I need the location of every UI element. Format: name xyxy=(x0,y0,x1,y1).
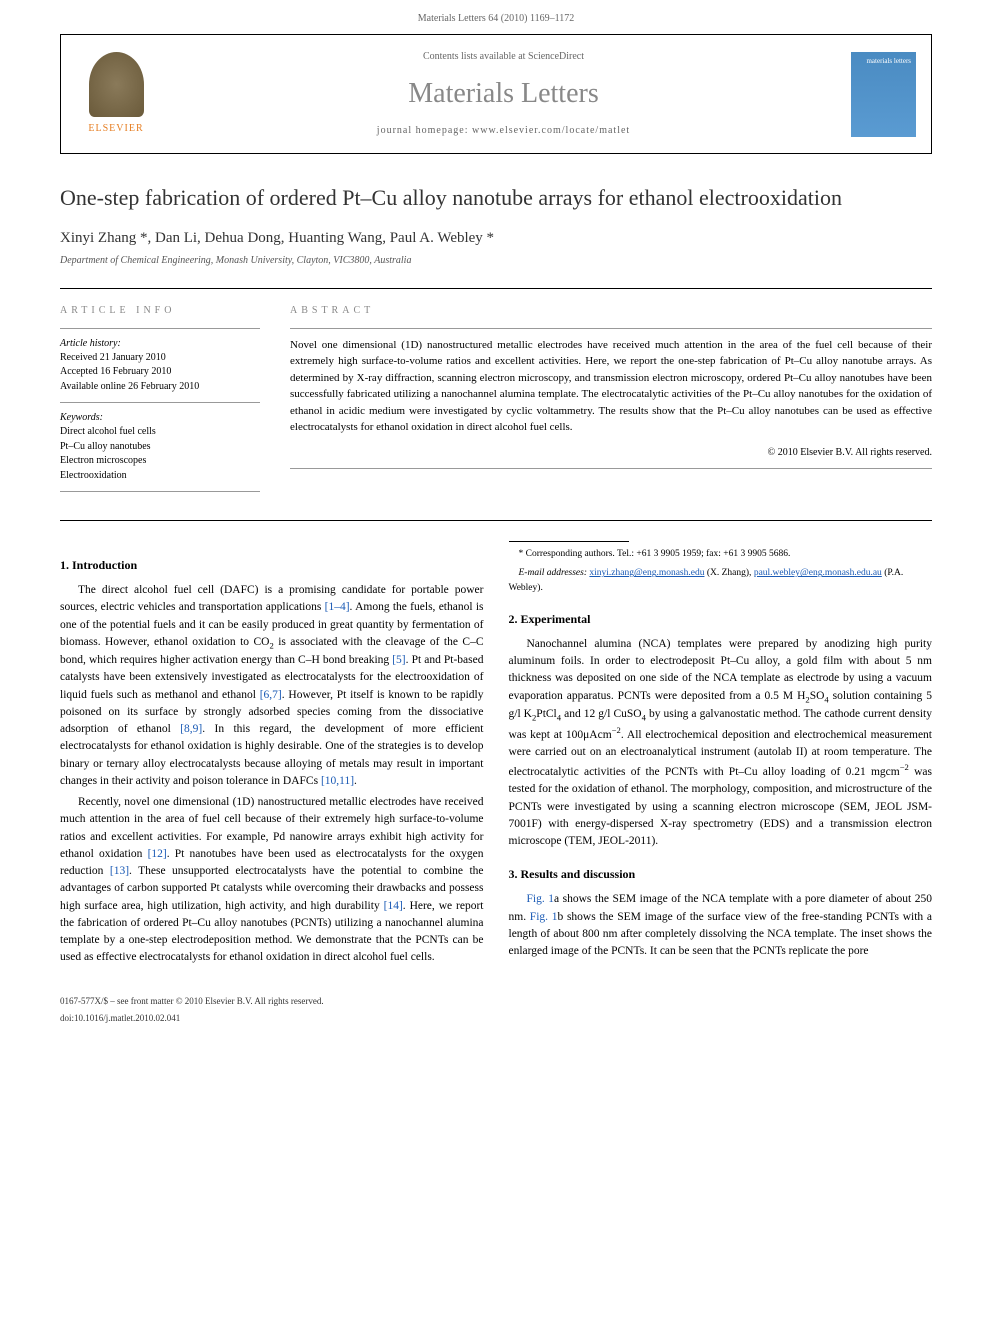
keyword-1: Direct alcohol fuel cells xyxy=(60,425,260,440)
journal-cover-thumbnail: materials letters xyxy=(851,52,916,137)
ref-1-4[interactable]: [1–4] xyxy=(325,601,350,613)
ref-5[interactable]: [5] xyxy=(392,654,405,666)
sup-neg2a: −2 xyxy=(612,725,621,735)
article-title: One-step fabrication of ordered Pt–Cu al… xyxy=(60,184,932,213)
sciencedirect-link[interactable]: ScienceDirect xyxy=(528,51,584,62)
footnote-divider xyxy=(509,541,629,542)
elsevier-logo: ELSEVIER xyxy=(76,44,156,144)
ref-6-7[interactable]: [6,7] xyxy=(260,689,282,701)
fig-1b-link[interactable]: Fig. 1 xyxy=(530,911,558,923)
keyword-3: Electron microscopes xyxy=(60,454,260,469)
email-label: E-mail addresses: xyxy=(519,568,590,578)
article-info-block: ARTICLE INFO Article history: Received 2… xyxy=(60,304,260,501)
abstract-block: ABSTRACT Novel one dimensional (1D) nano… xyxy=(290,304,932,501)
email-1-who: (X. Zhang), xyxy=(704,568,751,578)
s2p1d: PtCl xyxy=(536,708,556,720)
online-date: Available online 26 February 2010 xyxy=(60,380,260,395)
abstract-hr-2 xyxy=(290,468,932,469)
abstract-text: Novel one dimensional (1D) nanostructure… xyxy=(290,337,932,436)
affiliation: Department of Chemical Engineering, Mona… xyxy=(60,254,932,268)
s2p1e: and 12 g/l CuSO xyxy=(561,708,642,720)
s1p1g: . xyxy=(354,775,357,787)
divider-bottom xyxy=(60,520,932,521)
section-3-heading: 3. Results and discussion xyxy=(509,865,933,883)
abstract-copyright: © 2010 Elsevier B.V. All rights reserved… xyxy=(290,446,932,460)
info-abstract-row: ARTICLE INFO Article history: Received 2… xyxy=(60,304,932,501)
email-1[interactable]: xinyi.zhang@eng.monash.edu xyxy=(589,568,704,578)
elsevier-label: ELSEVIER xyxy=(88,122,143,136)
article-info-heading: ARTICLE INFO xyxy=(60,304,260,318)
body-columns: 1. Introduction The direct alcohol fuel … xyxy=(60,541,932,974)
ref-12[interactable]: [12] xyxy=(148,848,167,860)
history-label: Article history: xyxy=(60,337,260,351)
abstract-hr xyxy=(290,328,932,329)
s3-para-1: Fig. 1a shows the SEM image of the NCA t… xyxy=(509,891,933,960)
journal-homepage: journal homepage: www.elsevier.com/locat… xyxy=(156,124,851,138)
sup-neg2b: −2 xyxy=(900,762,909,772)
ref-8-9[interactable]: [8,9] xyxy=(180,723,202,735)
received-date: Received 21 January 2010 xyxy=(60,351,260,366)
footer-issn: 0167-577X/$ – see front matter © 2010 El… xyxy=(60,995,932,1008)
section-2-heading: 2. Experimental xyxy=(509,610,933,628)
s1-para-1: The direct alcohol fuel cell (DAFC) is a… xyxy=(60,582,484,790)
ref-10-11[interactable]: [10,11] xyxy=(321,775,354,787)
corresponding-author-note: * Corresponding authors. Tel.: +61 3 990… xyxy=(509,547,933,561)
contents-text: Contents lists available at xyxy=(423,51,528,62)
contents-available: Contents lists available at ScienceDirec… xyxy=(156,50,851,64)
keyword-4: Electrooxidation xyxy=(60,469,260,484)
journal-center: Contents lists available at ScienceDirec… xyxy=(156,50,851,137)
running-header: Materials Letters 64 (2010) 1169–1172 xyxy=(0,0,992,34)
info-hr-3 xyxy=(60,491,260,492)
fig-1a-link[interactable]: Fig. 1 xyxy=(527,893,555,905)
authors: Xinyi Zhang *, Dan Li, Dehua Dong, Huant… xyxy=(60,228,932,249)
ref-13[interactable]: [13] xyxy=(110,865,129,877)
keyword-2: Pt–Cu alloy nanotubes xyxy=(60,440,260,455)
s2-para-1: Nanochannel alumina (NCA) templates were… xyxy=(509,636,933,851)
abstract-heading: ABSTRACT xyxy=(290,304,932,318)
info-hr-1 xyxy=(60,328,260,329)
section-1-heading: 1. Introduction xyxy=(60,556,484,574)
s2p1h: was tested for the oxidation of ethanol.… xyxy=(509,766,933,847)
divider-top xyxy=(60,288,932,289)
s1-para-2: Recently, novel one dimensional (1D) nan… xyxy=(60,794,484,967)
s2p1b: SO xyxy=(810,690,825,702)
keywords-label: Keywords: xyxy=(60,411,260,425)
info-hr-2 xyxy=(60,402,260,403)
email-addresses: E-mail addresses: xinyi.zhang@eng.monash… xyxy=(509,566,933,595)
cover-text: materials letters xyxy=(856,57,911,67)
journal-name: Materials Letters xyxy=(156,74,851,113)
accepted-date: Accepted 16 February 2010 xyxy=(60,365,260,380)
ref-14[interactable]: [14] xyxy=(384,900,403,912)
footer-doi: doi:10.1016/j.matlet.2010.02.041 xyxy=(60,1012,932,1025)
elsevier-tree-icon xyxy=(89,52,144,117)
s3p1d: b shows the SEM image of the surface vie… xyxy=(509,911,933,958)
journal-header-box: ELSEVIER Contents lists available at Sci… xyxy=(60,34,932,154)
email-2[interactable]: paul.webley@eng.monash.edu.au xyxy=(754,568,882,578)
